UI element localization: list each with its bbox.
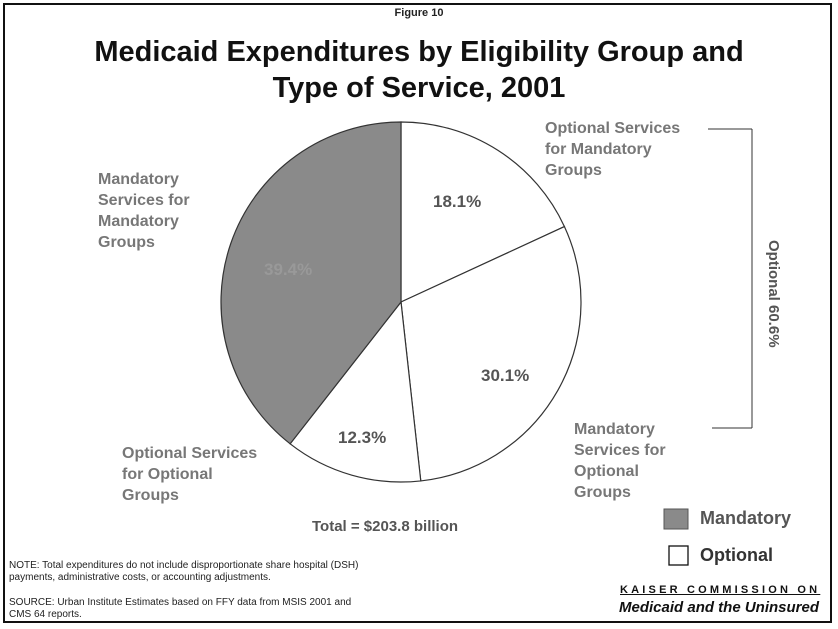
label-mandatory-for-mandatory: Mandatory Services for Mandatory Groups (98, 171, 190, 251)
bracket-optional-label: Optional 60.6% (765, 240, 782, 348)
note-text: NOTE: Total expenditures do not include … (9, 560, 359, 583)
kaiser-brand-line1: KAISER COMMISSION ON (620, 584, 821, 596)
kaiser-brand-line2: Medicaid and the Uninsured (619, 599, 820, 616)
legend-label-optional: Optional (700, 545, 773, 565)
total-label: Total = $203.8 billion (312, 518, 459, 535)
slice-value-label: 39.4% (264, 260, 313, 279)
title-line-1: Medicaid Expenditures by Eligibility Gro… (94, 36, 744, 68)
label-optional-for-optional: Optional Services for Optional Groups (122, 445, 258, 504)
label-optional-for-mandatory: Optional Services for Mandatory Groups (545, 120, 681, 179)
figure-label: Figure 10 (394, 7, 444, 19)
legend-swatch-mandatory (663, 508, 689, 530)
legend-label-mandatory: Mandatory (700, 508, 792, 528)
pie-slices (220, 121, 582, 483)
title-line-2: Type of Service, 2001 (272, 72, 566, 104)
pie-slice (289, 300, 422, 483)
pie-slice (400, 121, 566, 303)
slice-value-label: 18.1% (433, 192, 482, 211)
slice-value-label: 12.3% (338, 428, 387, 447)
chart-title: Medicaid Expenditures by Eligibility Gro… (0, 34, 838, 106)
figure-frame (3, 3, 832, 623)
pie-slice (220, 121, 402, 445)
pie-slice (400, 225, 582, 482)
label-mandatory-for-optional: Mandatory Services for Optional Groups (574, 421, 666, 501)
legend-swatch-optional (668, 545, 689, 566)
slice-value-label: 30.1% (481, 366, 530, 385)
source-text: SOURCE: Urban Institute Estimates based … (9, 597, 352, 620)
